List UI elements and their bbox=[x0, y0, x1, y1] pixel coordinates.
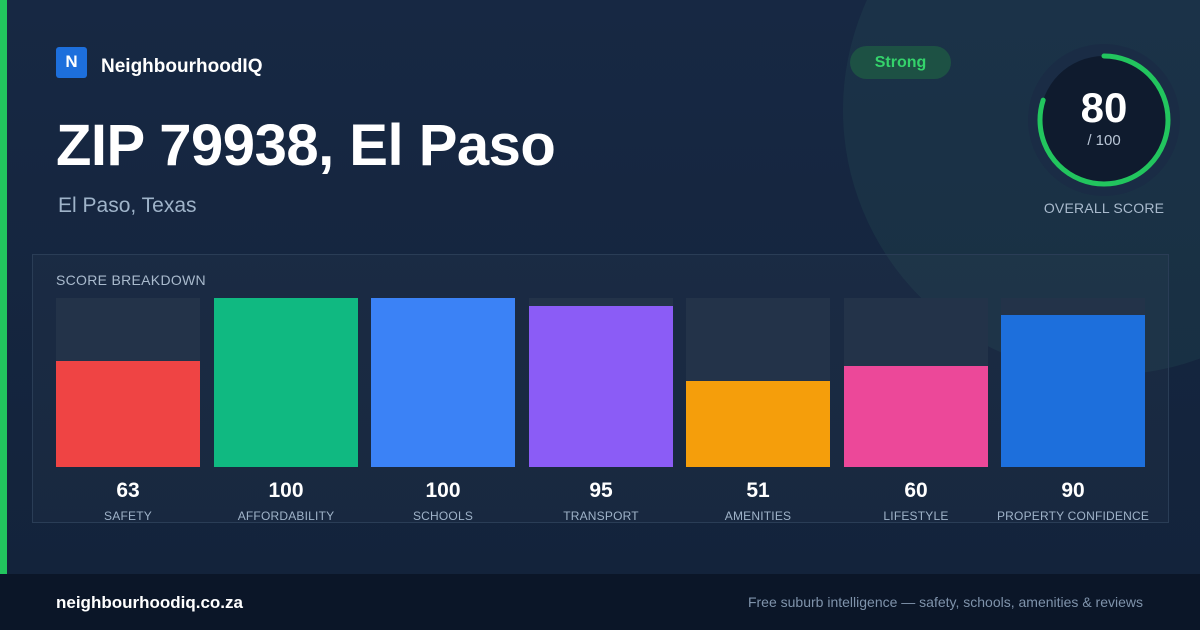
bar-track bbox=[844, 298, 988, 467]
bar-track bbox=[529, 298, 673, 467]
score-breakdown-bars: 63 SAFETY 100 AFFORDABILITY 100 SCHOOLS 95 TRAN… bbox=[56, 298, 1149, 523]
overall-score-max: / 100 bbox=[1087, 132, 1121, 149]
bar-label: PROPERTY CONFIDENCE bbox=[996, 509, 1150, 523]
overall-score-label: OVERALL SCORE bbox=[1043, 200, 1165, 216]
bar-track bbox=[1001, 298, 1145, 467]
bar-value: 60 bbox=[904, 479, 928, 502]
brand: N NeighbourhoodIQ bbox=[56, 46, 262, 78]
accent-bar bbox=[0, 0, 7, 574]
bar-fill bbox=[214, 298, 358, 467]
bar-value: 100 bbox=[268, 479, 304, 502]
bar-fill bbox=[56, 361, 200, 467]
bar-fill bbox=[529, 306, 673, 467]
score-bar-amenities: 51 AMENITIES bbox=[686, 298, 830, 523]
bar-label: TRANSPORT bbox=[563, 509, 639, 523]
score-bar-affordability: 100 AFFORDABILITY bbox=[214, 298, 358, 523]
rating-badge: Strong bbox=[850, 46, 951, 79]
bar-value: 100 bbox=[425, 479, 461, 502]
overall-score-value: 80 bbox=[1080, 84, 1128, 131]
bar-track bbox=[686, 298, 830, 467]
bar-label: LIFESTYLE bbox=[883, 509, 949, 523]
footer: neighbourhoodiq.co.za Free suburb intell… bbox=[0, 574, 1200, 630]
bar-fill bbox=[686, 381, 830, 467]
footer-tagline: Free suburb intelligence — safety, schoo… bbox=[747, 594, 1143, 610]
score-bar-transport: 95 TRANSPORT bbox=[529, 298, 673, 523]
brand-logo-icon: N bbox=[56, 46, 87, 78]
bar-fill bbox=[1001, 315, 1145, 467]
score-bar-schools: 100 SCHOOLS bbox=[371, 298, 515, 523]
brand-name: NeighbourhoodIQ bbox=[101, 56, 263, 77]
score-bar-property-confidence: 90 PROPERTY CONFIDENCE bbox=[997, 298, 1149, 523]
bar-label: AFFORDABILITY bbox=[237, 509, 335, 523]
bar-track bbox=[56, 298, 200, 467]
score-bar-lifestyle: 60 LIFESTYLE bbox=[844, 298, 988, 523]
score-bar-safety: 63 SAFETY bbox=[56, 298, 200, 523]
bar-fill bbox=[371, 298, 515, 467]
page-subtitle: El Paso, Texas bbox=[58, 194, 197, 217]
bar-value: 95 bbox=[589, 479, 613, 502]
bar-value: 51 bbox=[746, 479, 770, 502]
bar-value: 90 bbox=[1061, 479, 1085, 502]
bar-value: 63 bbox=[116, 479, 140, 502]
page-title: ZIP 79938, El Paso bbox=[56, 113, 556, 178]
score-breakdown-card: SCORE BREAKDOWN 63 SAFETY 100 AFFORDABILITY… bbox=[32, 254, 1169, 523]
score-breakdown-title: SCORE BREAKDOWN bbox=[56, 272, 206, 288]
footer-url: neighbourhoodiq.co.za bbox=[56, 593, 243, 612]
gauge-ring-icon bbox=[1028, 44, 1180, 196]
bar-fill bbox=[844, 366, 988, 467]
bar-label: SAFETY bbox=[104, 509, 152, 523]
bar-label: AMENITIES bbox=[724, 509, 792, 523]
bar-track bbox=[371, 298, 515, 467]
overall-score-gauge: 80 / 100 bbox=[1028, 44, 1180, 196]
bar-label: SCHOOLS bbox=[412, 509, 474, 523]
bar-track bbox=[214, 298, 358, 467]
